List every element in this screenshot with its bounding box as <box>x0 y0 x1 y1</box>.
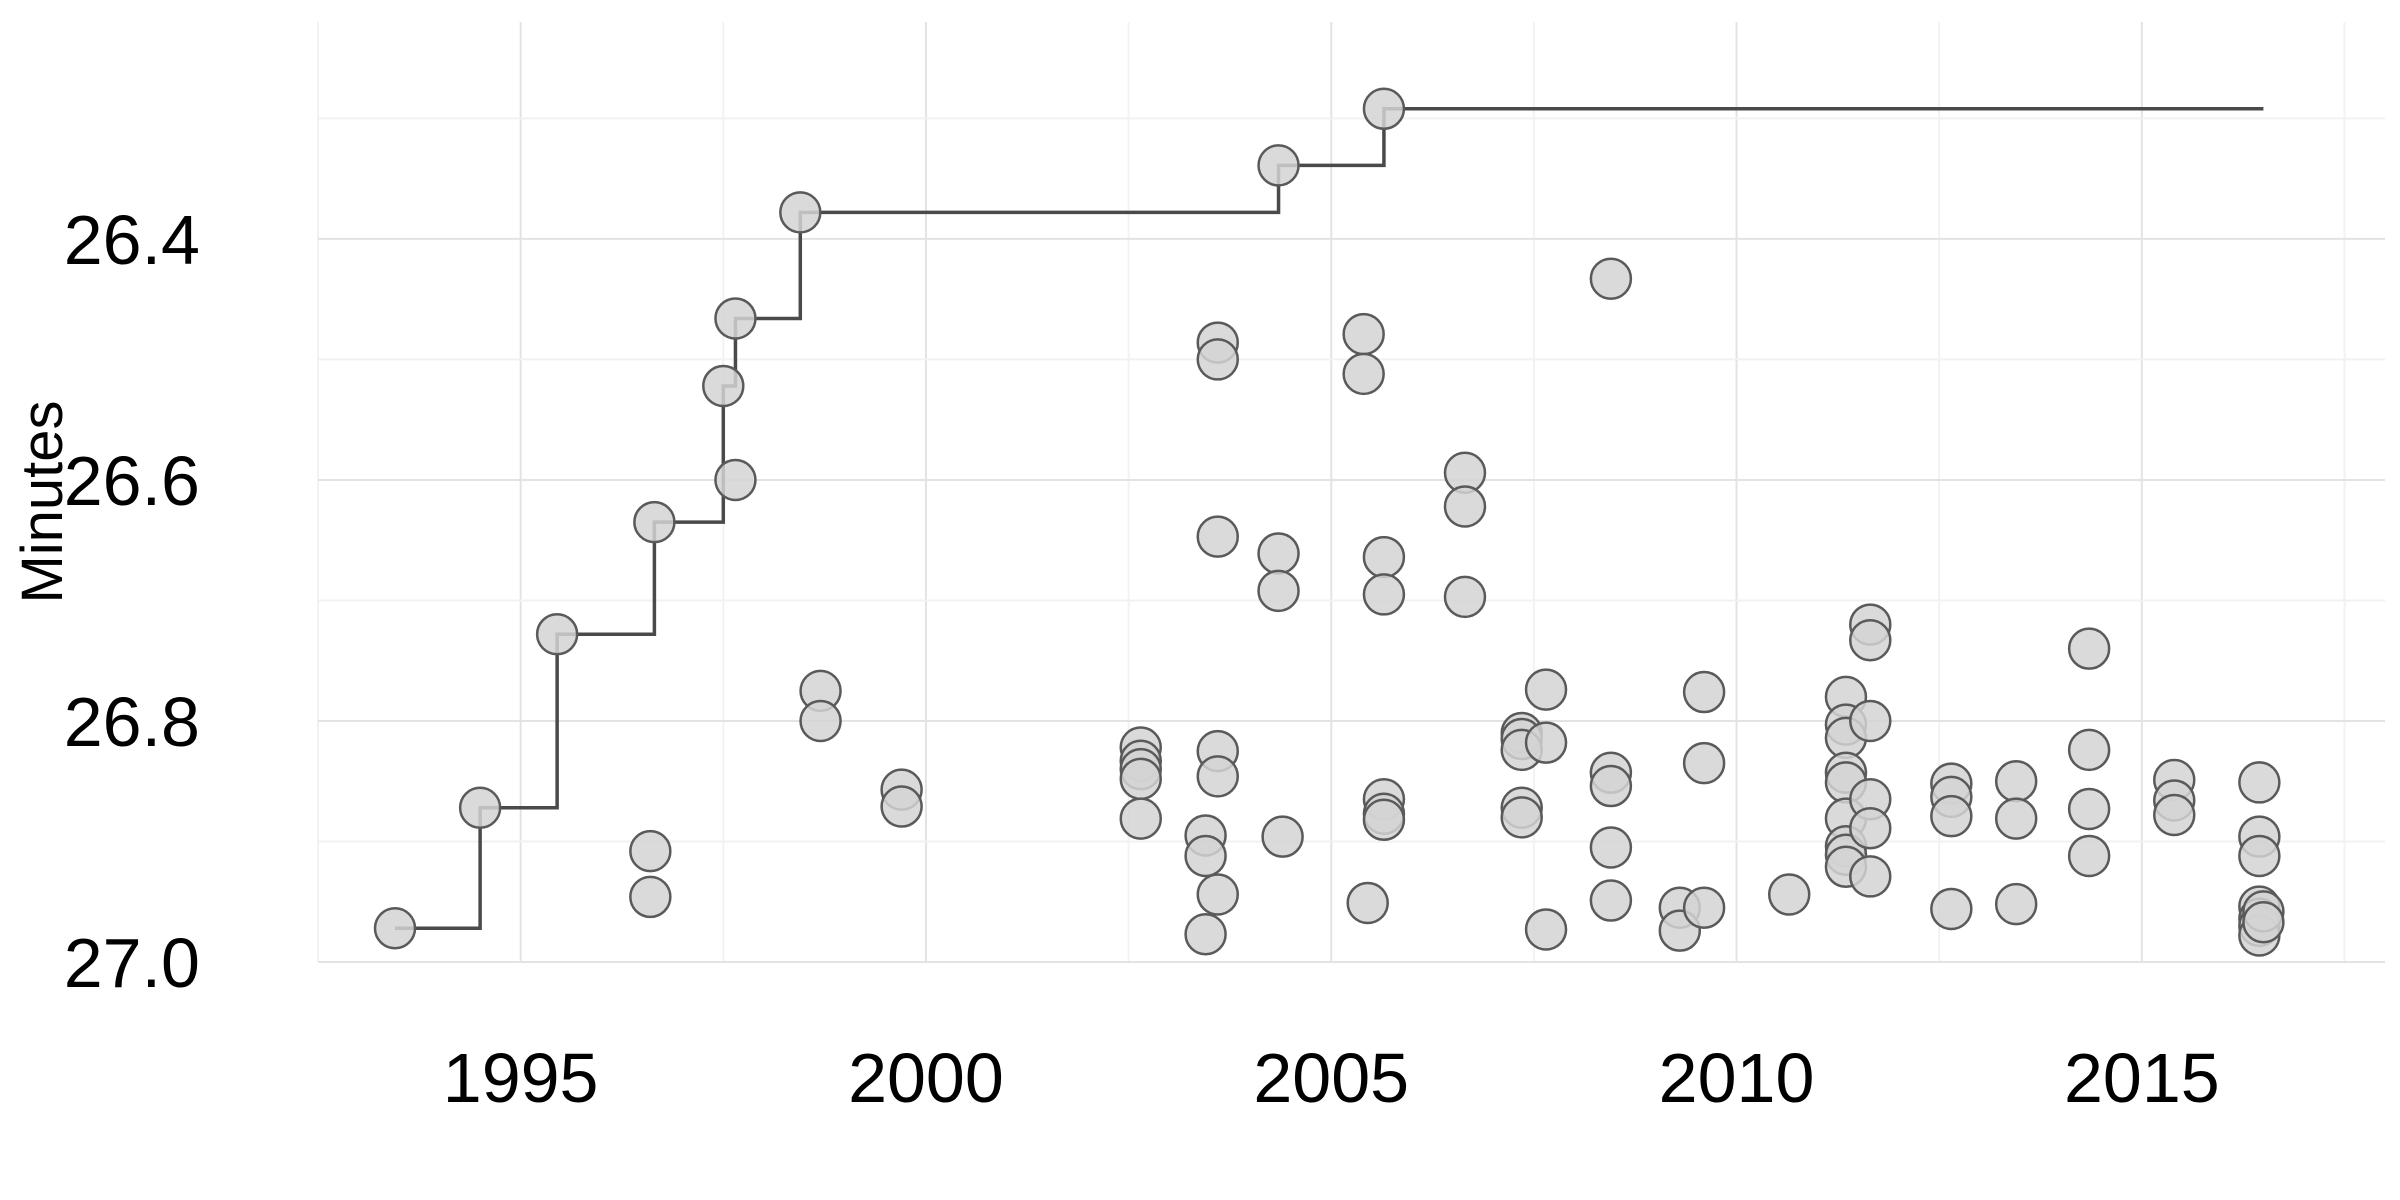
data-point <box>779 191 822 234</box>
data-point <box>2067 787 2111 831</box>
data-point <box>1767 873 1811 916</box>
data-point <box>2242 900 2285 944</box>
data-point <box>1524 668 1568 711</box>
data-point <box>1589 257 1633 300</box>
data-point <box>629 875 672 919</box>
data-point <box>1849 699 1892 743</box>
data-point <box>1261 815 1304 858</box>
data-point <box>1994 882 2038 926</box>
data-point <box>535 612 579 656</box>
data-point <box>1184 913 1227 956</box>
data-point <box>1342 352 1385 396</box>
data-point <box>1682 886 1726 930</box>
data-point <box>702 364 745 408</box>
y-tick-label: 26.6 <box>64 442 200 520</box>
x-tick-label: 2000 <box>848 1039 1004 1117</box>
y-axis-title: Minutes <box>10 400 75 603</box>
data-point <box>1119 757 1162 801</box>
y-tick-label: 26.4 <box>64 201 200 279</box>
data-point <box>1682 741 1726 785</box>
data-point <box>2152 793 2196 837</box>
data-point <box>629 829 672 873</box>
data-point <box>714 458 757 502</box>
y-axis-ticks: 26.4 26.6 26.8 27.0 <box>64 201 200 1002</box>
data-point <box>1184 834 1227 878</box>
data-point <box>714 297 757 340</box>
y-tick-label: 26.8 <box>64 683 200 761</box>
data-point <box>1682 670 1726 714</box>
data-point <box>373 907 417 950</box>
data-point <box>1342 312 1385 356</box>
data-points <box>373 87 2285 957</box>
data-point <box>1994 797 2038 840</box>
data-point <box>1257 569 1300 613</box>
data-point <box>1443 485 1487 528</box>
data-point <box>1849 855 1892 898</box>
data-point <box>1362 573 1406 616</box>
x-tick-label: 2015 <box>2064 1039 2220 1117</box>
data-point <box>1589 764 1633 808</box>
data-point <box>1362 535 1406 579</box>
data-point <box>1524 721 1568 764</box>
data-point <box>1994 759 2038 803</box>
data-point <box>1362 87 1406 131</box>
data-point <box>1930 794 1973 838</box>
data-point <box>1500 796 1543 839</box>
data-point <box>1443 575 1487 619</box>
grid <box>317 22 2385 963</box>
data-point <box>1589 879 1633 922</box>
data-point <box>2238 761 2281 804</box>
data-point <box>1119 797 1162 840</box>
data-point <box>880 785 923 828</box>
data-point <box>1930 887 1973 931</box>
data-point <box>2067 834 2111 878</box>
data-point <box>2067 627 2111 670</box>
data-point <box>1362 798 1406 842</box>
data-point <box>1589 826 1633 869</box>
x-axis-ticks: 1995 2000 2005 2010 2015 <box>443 1039 2220 1117</box>
data-point <box>799 699 842 743</box>
data-point <box>1196 873 1240 916</box>
data-point <box>2067 728 2111 772</box>
data-point <box>1257 144 1300 187</box>
y-tick-label: 27.0 <box>64 924 200 1002</box>
data-point <box>1196 515 1240 558</box>
data-point <box>2238 834 2281 878</box>
data-point <box>458 786 502 829</box>
data-point <box>1849 806 1892 850</box>
data-point <box>1346 881 1389 925</box>
data-point <box>1524 908 1568 951</box>
data-point <box>633 500 676 544</box>
x-tick-label: 2005 <box>1253 1039 1409 1117</box>
data-point <box>1196 755 1240 798</box>
data-point <box>1196 338 1240 381</box>
x-tick-label: 2010 <box>1659 1039 1815 1117</box>
data-point <box>1849 618 1892 662</box>
x-tick-label: 1995 <box>443 1039 599 1117</box>
data-point <box>1257 532 1300 575</box>
